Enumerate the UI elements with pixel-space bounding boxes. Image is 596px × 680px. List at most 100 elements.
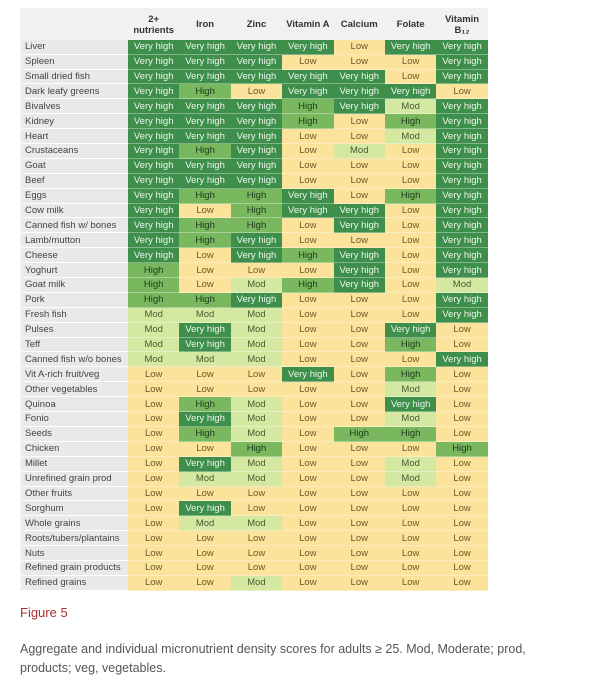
score-cell: Very high xyxy=(436,218,488,234)
score-cell: Low xyxy=(230,84,283,100)
score-cell: Very high xyxy=(128,69,180,85)
score-cell: Low xyxy=(384,307,437,323)
score-cell: Low xyxy=(282,441,334,457)
score-cell: Low xyxy=(333,560,385,576)
figure-label: Figure 5 xyxy=(20,605,68,620)
score-cell: Very high xyxy=(333,99,385,115)
column-header: Zinc xyxy=(246,19,267,31)
food-label: Whole grains xyxy=(22,516,128,532)
score-cell: Low xyxy=(333,158,385,174)
food-label: Refined grains xyxy=(22,575,128,591)
score-cell: Very high xyxy=(179,456,231,472)
score-cell: Mod xyxy=(436,278,488,293)
food-label: Kidney xyxy=(22,114,128,130)
score-cell: Very high xyxy=(179,39,231,55)
food-label: Canned fish w/o bones xyxy=(22,352,128,368)
score-cell: Low xyxy=(282,292,334,308)
score-cell: Very high xyxy=(179,501,231,517)
score-cell: Low xyxy=(436,516,488,532)
score-cell: Low xyxy=(384,516,437,532)
score-cell: Low xyxy=(384,233,437,249)
score-cell: Low xyxy=(179,203,231,219)
score-cell: Low xyxy=(384,144,437,159)
score-cell: Low xyxy=(333,352,385,368)
score-cell: Low xyxy=(333,501,385,517)
score-cell: Low xyxy=(282,233,334,249)
score-cell: Very high xyxy=(179,54,231,70)
food-label: Teff xyxy=(22,337,128,353)
score-cell: Very high xyxy=(384,39,437,55)
score-cell: Low xyxy=(282,218,334,234)
score-cell: Low xyxy=(128,441,180,457)
score-cell: Very high xyxy=(179,173,231,189)
score-cell: Low xyxy=(179,575,231,591)
food-label: Nuts xyxy=(22,546,128,561)
score-cell: Very high xyxy=(128,114,180,130)
score-cell: Low xyxy=(128,382,180,398)
score-cell: Mod xyxy=(230,412,283,427)
score-cell: Mod xyxy=(128,352,180,368)
score-cell: Low xyxy=(384,575,437,591)
score-cell: Very high xyxy=(230,99,283,115)
score-cell: Very high xyxy=(179,322,231,338)
score-cell: Very high xyxy=(333,203,385,219)
score-cell: Low xyxy=(384,248,437,264)
score-cell: Low xyxy=(179,278,231,293)
score-cell: High xyxy=(179,84,231,100)
column-header: Vitamin A xyxy=(286,19,330,31)
food-label: Other vegetables xyxy=(22,382,128,398)
food-label: Eggs xyxy=(22,188,128,204)
score-cell: Very high xyxy=(128,129,180,145)
score-cell: Low xyxy=(179,560,231,576)
score-cell: Low xyxy=(282,426,334,442)
score-cell: Low xyxy=(128,412,180,427)
score-cell: Very high xyxy=(128,248,180,264)
score-cell: Very high xyxy=(128,173,180,189)
score-cell: Low xyxy=(282,412,334,427)
score-cell: Very high xyxy=(128,84,180,100)
score-cell: Low xyxy=(436,382,488,398)
score-cell: Very high xyxy=(230,39,283,55)
score-cell: Mod xyxy=(384,471,437,487)
score-cell: Very high xyxy=(230,129,283,145)
score-cell: Low xyxy=(436,486,488,502)
score-cell: High xyxy=(384,188,437,204)
score-cell: Low xyxy=(282,173,334,189)
food-label: Yoghurt xyxy=(22,263,128,279)
food-label: Sorghum xyxy=(22,501,128,517)
nutrient-table: 2+ nutrients Iron Zinc Vitamin A Calcium Fola… xyxy=(22,10,488,591)
score-cell: Low xyxy=(384,546,437,561)
score-cell: Low xyxy=(128,531,180,547)
score-cell: High xyxy=(128,278,180,293)
food-label: Dark leafy greens xyxy=(22,84,128,100)
score-cell: Low xyxy=(333,292,385,308)
score-cell: Low xyxy=(333,412,385,427)
score-cell: Very high xyxy=(230,158,283,174)
food-label: Cow milk xyxy=(22,203,128,219)
score-cell: Very high xyxy=(436,69,488,85)
score-cell: Low xyxy=(333,575,385,591)
score-cell: High xyxy=(179,233,231,249)
score-cell: Low xyxy=(128,471,180,487)
score-cell: Very high xyxy=(436,203,488,219)
score-cell: Very high xyxy=(436,233,488,249)
food-label: Refined grain products xyxy=(22,560,128,576)
score-cell: Very high xyxy=(128,218,180,234)
score-cell: Low xyxy=(436,471,488,487)
score-cell: Low xyxy=(179,382,231,398)
score-cell: Low xyxy=(384,531,437,547)
food-label: Goat milk xyxy=(22,278,128,293)
food-label: Roots/tubers/plantains xyxy=(22,531,128,547)
score-cell: Very high xyxy=(333,278,385,293)
food-label: Goat xyxy=(22,158,128,174)
food-label: Unrefined grain prod xyxy=(22,471,128,487)
score-cell: Low xyxy=(230,367,283,383)
score-cell: Low xyxy=(128,516,180,532)
score-cell: Low xyxy=(282,501,334,517)
column-header: Iron xyxy=(196,19,215,31)
food-label: Pork xyxy=(22,292,128,308)
score-cell: High xyxy=(179,426,231,442)
score-cell: Low xyxy=(384,158,437,174)
score-cell: Very high xyxy=(179,129,231,145)
food-label: Cheese xyxy=(22,248,128,264)
